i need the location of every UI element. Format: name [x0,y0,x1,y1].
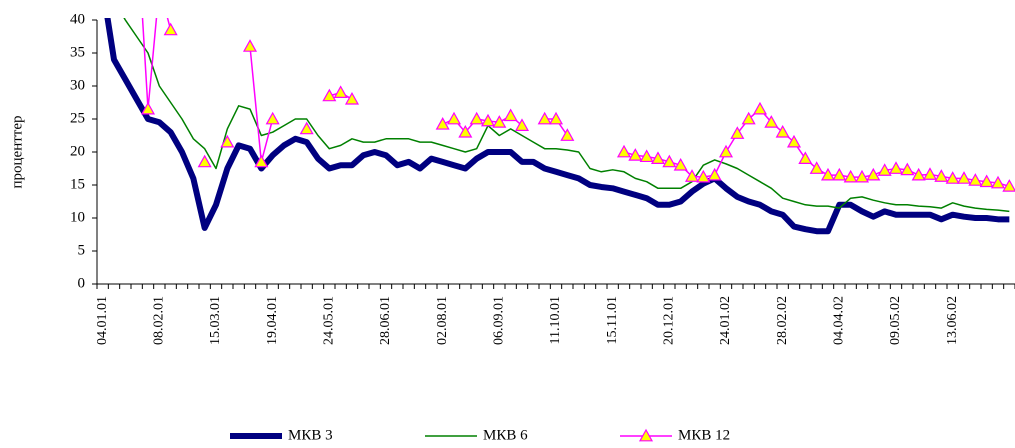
series-marker [1002,179,1015,192]
series-marker [299,121,314,135]
series-marker [480,113,496,127]
x-tick-label: 13.06.02 [945,296,960,345]
series-marker [435,117,450,130]
series-marker [832,167,847,181]
series-marker [662,154,677,168]
series-marker [888,161,904,174]
series-marker [197,154,212,168]
plot-area [104,18,1015,235]
series-marker [503,108,518,122]
series-line [123,18,1010,213]
series-marker [820,167,836,181]
series-marker [945,171,960,184]
x-tick-label: 04.04.02 [832,296,847,345]
y-axis-label: проценттер [9,115,25,188]
y-tick-label: 30 [70,77,85,93]
series-marker [798,151,813,164]
legend-label: МКВ 3 [288,427,333,443]
y-tick-label: 10 [70,209,85,225]
x-tick-label: 11.10.01 [548,296,563,344]
series-marker [548,111,564,125]
x-tick-label: 15.11.01 [605,296,620,344]
series-marker [764,115,779,128]
series-marker [265,111,280,125]
legend-label: МКВ 12 [678,427,730,443]
y-tick-label: 0 [78,275,86,291]
series-marker [968,173,983,186]
series-marker [560,128,575,141]
x-tick-label: 15.03.01 [208,296,223,345]
series-marker [469,111,484,125]
series-marker [684,169,700,182]
series-marker [639,149,654,163]
series-marker [707,167,722,181]
series-marker [537,111,552,125]
series-marker [673,157,688,171]
x-tick-label: 09.05.02 [888,296,903,345]
x-tick-label: 28.02.02 [775,296,790,345]
y-tick-label: 20 [70,143,85,159]
series-marker [163,22,178,36]
series-marker [877,163,892,176]
series-marker [242,39,258,52]
series-marker [866,167,881,181]
series-marker [911,167,926,181]
x-tick-label: 02.08.01 [435,296,450,345]
series-marker [854,169,870,183]
series-marker [752,101,768,115]
x-tick-label: 24.05.01 [322,296,337,345]
series-marker [616,144,632,158]
series-marker [220,134,235,148]
series-marker [696,169,711,183]
series-marker [730,126,745,139]
series-marker [344,91,360,105]
series-marker [458,124,473,138]
series-marker [956,171,972,184]
series-marker [843,169,858,183]
x-tick-label: 20.12.01 [662,296,677,345]
y-tick-label: 35 [70,44,85,60]
series-marker [492,115,507,128]
series-marker [934,169,949,182]
series-marker [254,154,269,168]
y-tick-label: 40 [70,11,85,27]
series-marker [786,134,802,148]
series-marker [775,124,790,138]
legend-marker [638,428,654,442]
series-marker [140,101,156,115]
series-marker [809,161,824,174]
x-tick-label: 24.01.02 [718,296,733,345]
series-marker [628,148,643,161]
series-marker [514,118,530,131]
series-marker [979,174,994,188]
series-marker [900,162,915,176]
legend-label: МКВ 6 [483,427,528,443]
series-marker [446,111,462,125]
series-marker [922,167,938,180]
series-marker [990,175,1006,189]
x-tick-label: 06.09.01 [492,296,507,345]
y-tick-label: 25 [70,110,85,126]
y-tick-label: 5 [78,242,86,258]
series-marker [333,85,348,99]
series-marker [322,88,337,102]
x-tick-label: 08.02.01 [152,296,167,345]
series-marker [741,111,756,125]
x-tick-label: 19.04.01 [265,296,280,345]
x-tick-label: 28.06.01 [378,296,393,345]
series-marker [718,144,734,158]
y-tick-label: 15 [70,176,85,192]
series-marker [650,151,666,164]
x-tick-label: 04.01.01 [95,296,110,345]
series-line [104,18,1010,235]
